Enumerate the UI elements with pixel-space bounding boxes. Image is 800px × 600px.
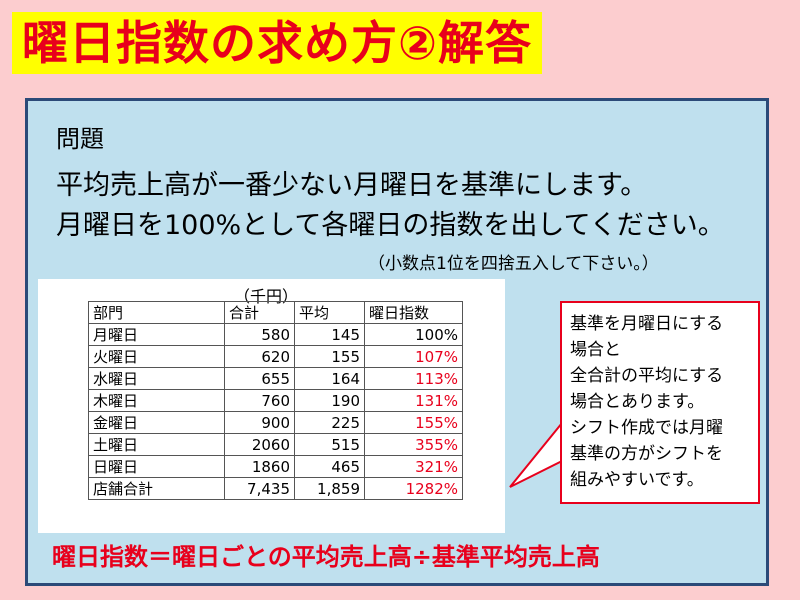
cell-dept: 金曜日 <box>88 411 225 434</box>
problem-line-2: 月曜日を100%として各曜日の指数を出してください。 <box>56 210 725 241</box>
table-row: 火曜日 620 155 107% <box>88 345 463 368</box>
cell-total: 580 <box>224 323 295 346</box>
cell-average: 190 <box>294 389 365 412</box>
cell-index: 131% <box>364 389 463 412</box>
table-row: 金曜日 900 225 155% <box>88 411 463 434</box>
table-total-row: 店舗合計 7,435 1,859 1282% <box>88 477 463 500</box>
cell-total: 900 <box>224 411 295 434</box>
callout-line: シフト作成では月曜 <box>570 418 723 438</box>
rounding-note: （小数点1位を四捨五入して下さい。） <box>368 254 659 274</box>
weekday-index-table: 部門 合計 平均 曜日指数 月曜日 580 145 100% 火曜日 620 1… <box>88 301 463 500</box>
cell-total: 7,435 <box>224 477 295 500</box>
cell-index: 1282% <box>364 477 463 500</box>
callout-box: 基準を月曜日にする 場合と 全合計の平均にする 場合とあります。 シフト作成では… <box>560 301 760 504</box>
callout-line: 基準を月曜日にする <box>570 314 724 334</box>
cell-dept: 火曜日 <box>88 345 225 368</box>
callout-line: 組みやすいです。 <box>570 470 704 490</box>
cell-total: 620 <box>224 345 295 368</box>
cell-average: 164 <box>294 367 365 390</box>
cell-index: 113% <box>364 367 463 390</box>
callout-line: 基準の方がシフトを <box>570 444 723 464</box>
table-row: 土曜日 2060 515 355% <box>88 433 463 456</box>
cell-index: 355% <box>364 433 463 456</box>
cell-dept: 月曜日 <box>88 323 225 346</box>
table-row: 水曜日 655 164 113% <box>88 367 463 390</box>
cell-dept: 木曜日 <box>88 389 225 412</box>
cell-index: 155% <box>364 411 463 434</box>
cell-average: 155 <box>294 345 365 368</box>
table-row: 木曜日 760 190 131% <box>88 389 463 412</box>
cell-average: 225 <box>294 411 365 434</box>
table-header-row: 部門 合計 平均 曜日指数 <box>88 301 463 324</box>
callout-line: 場合と <box>570 340 621 360</box>
cell-total: 2060 <box>224 433 295 456</box>
cell-total: 655 <box>224 367 295 390</box>
header-average: 平均 <box>294 301 365 324</box>
content-panel: 問題 平均売上高が一番少ない月曜日を基準にします。 月曜日を100%として各曜日… <box>25 98 769 586</box>
problem-line-1: 平均売上高が一番少ない月曜日を基準にします。 <box>56 170 648 201</box>
cell-index: 321% <box>364 455 463 478</box>
problem-heading: 問題 <box>56 125 104 153</box>
cell-dept: 日曜日 <box>88 455 225 478</box>
cell-average: 515 <box>294 433 365 456</box>
cell-average: 1,859 <box>294 477 365 500</box>
callout-line: 全合計の平均にする <box>570 366 724 386</box>
slide-title: 曜日指数の求め方②解答 <box>12 12 542 74</box>
cell-index: 107% <box>364 345 463 368</box>
callout-line: 場合とあります。 <box>570 392 705 412</box>
cell-total: 1860 <box>224 455 295 478</box>
cell-index: 100% <box>364 323 463 346</box>
callout-pointer <box>509 420 564 488</box>
table-row: 日曜日 1860 465 321% <box>88 455 463 478</box>
header-total: 合計 <box>224 301 295 324</box>
cell-dept: 店舗合計 <box>88 477 225 500</box>
sales-table-card: （千円） 部門 合計 平均 曜日指数 月曜日 580 145 100% 火曜日 <box>38 279 505 533</box>
formula-text: 曜日指数＝曜日ごとの平均売上高÷基準平均売上高 <box>52 543 600 571</box>
table-row: 月曜日 580 145 100% <box>88 323 463 346</box>
cell-average: 465 <box>294 455 365 478</box>
cell-average: 145 <box>294 323 365 346</box>
cell-total: 760 <box>224 389 295 412</box>
cell-dept: 水曜日 <box>88 367 225 390</box>
header-dept: 部門 <box>88 301 225 324</box>
cell-dept: 土曜日 <box>88 433 225 456</box>
header-weekday-index: 曜日指数 <box>364 301 463 324</box>
